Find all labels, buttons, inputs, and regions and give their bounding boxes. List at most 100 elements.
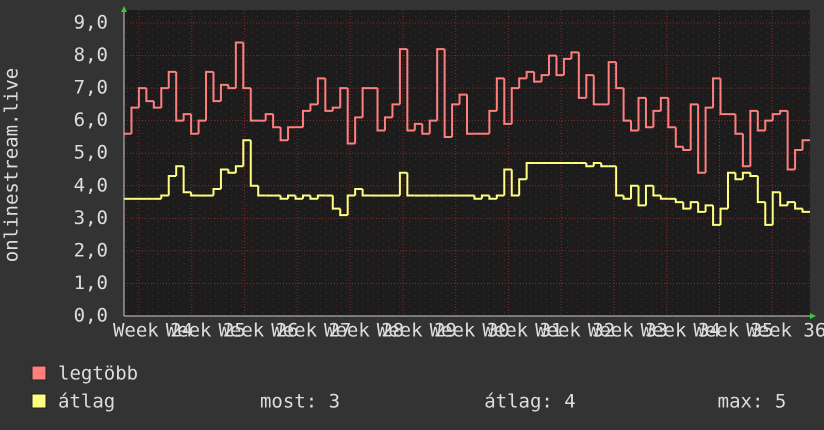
line-step bbox=[630, 120, 639, 132]
line-step bbox=[495, 194, 505, 199]
line-step bbox=[622, 195, 632, 200]
line-step bbox=[421, 123, 430, 135]
line-step bbox=[287, 126, 296, 141]
line-step bbox=[704, 204, 714, 212]
line-step bbox=[339, 208, 348, 217]
axis-arrow bbox=[121, 6, 127, 12]
line-step bbox=[406, 172, 415, 197]
line-step bbox=[354, 188, 363, 196]
line-step bbox=[764, 119, 773, 131]
y-tick-label: 7,0 bbox=[74, 77, 108, 99]
line-step bbox=[175, 71, 184, 122]
line-step bbox=[361, 189, 371, 197]
line-step bbox=[137, 87, 147, 108]
line-step bbox=[600, 163, 609, 168]
line-step bbox=[525, 162, 535, 180]
line-step bbox=[301, 109, 311, 128]
line-step bbox=[264, 113, 274, 121]
line-step bbox=[644, 97, 654, 129]
line-step bbox=[279, 195, 289, 200]
y-tick-label: 1,0 bbox=[74, 272, 108, 294]
x-tick-label: Week 31 bbox=[482, 320, 562, 342]
line-step bbox=[413, 122, 423, 131]
line-step bbox=[749, 109, 758, 167]
line-step bbox=[212, 71, 221, 103]
legend-label: legtöbb bbox=[58, 363, 138, 385]
line-step bbox=[674, 198, 684, 204]
line-step bbox=[443, 49, 453, 138]
line-step bbox=[659, 96, 669, 111]
line-step bbox=[219, 168, 229, 190]
y-tick-label: 0,0 bbox=[74, 305, 108, 327]
line-step bbox=[592, 162, 602, 167]
line-step bbox=[242, 42, 251, 90]
line-step bbox=[510, 169, 520, 197]
y-tick-label: 3,0 bbox=[74, 207, 108, 229]
line-step bbox=[346, 88, 356, 145]
line-step bbox=[756, 176, 766, 204]
line-step bbox=[779, 109, 788, 115]
stat-label: most: 3 bbox=[260, 391, 340, 413]
line-step bbox=[205, 70, 214, 121]
line-step bbox=[652, 109, 661, 128]
line-step bbox=[309, 103, 318, 111]
line-step bbox=[712, 205, 721, 226]
line-step bbox=[548, 54, 557, 76]
line-step bbox=[510, 87, 520, 124]
line-step bbox=[436, 48, 445, 121]
y-tick-label: 5,0 bbox=[74, 142, 108, 164]
line-step bbox=[719, 207, 728, 225]
line-step bbox=[376, 88, 385, 132]
line-step bbox=[630, 184, 639, 199]
line-step bbox=[764, 202, 773, 226]
x-tick-label: Week 34 bbox=[641, 320, 721, 342]
stat-label: max: 5 bbox=[718, 391, 787, 413]
y-tick-label: 6,0 bbox=[74, 109, 108, 131]
line-step bbox=[801, 139, 810, 150]
line-step bbox=[741, 133, 751, 168]
line-step bbox=[190, 192, 199, 197]
lines bbox=[124, 41, 810, 226]
line-step bbox=[152, 101, 162, 109]
line-step bbox=[279, 127, 289, 142]
line-step bbox=[525, 70, 535, 79]
line-step bbox=[458, 93, 467, 105]
line-step bbox=[175, 165, 184, 177]
line-step bbox=[182, 166, 192, 194]
line-step bbox=[249, 88, 259, 122]
line-step bbox=[398, 171, 408, 196]
x-tick-label: Week 28 bbox=[324, 320, 404, 342]
line-step bbox=[682, 146, 691, 151]
legend-swatch bbox=[31, 393, 47, 409]
x-tick-label: Week 36 bbox=[746, 320, 824, 342]
x-tick-label: Week 35 bbox=[693, 320, 773, 342]
y-tick-label: 4,0 bbox=[74, 174, 108, 196]
line-step bbox=[182, 113, 192, 121]
line-step bbox=[615, 166, 624, 197]
line-step bbox=[734, 114, 743, 135]
line-step bbox=[383, 116, 393, 131]
line-step bbox=[227, 84, 236, 90]
line-step bbox=[242, 139, 251, 167]
x-tick-label: Week 24 bbox=[113, 320, 193, 342]
line-step bbox=[301, 194, 311, 199]
line-step bbox=[309, 195, 318, 200]
line-step bbox=[391, 103, 400, 118]
line-step bbox=[257, 185, 266, 197]
y-axis-label: onlinestream.live bbox=[1, 68, 23, 262]
line-step bbox=[331, 195, 341, 210]
line-step bbox=[667, 97, 676, 129]
line-step bbox=[637, 96, 646, 131]
minor-grid bbox=[124, 10, 810, 316]
line-step bbox=[316, 77, 326, 105]
line-step bbox=[734, 172, 743, 181]
line-step bbox=[145, 88, 154, 103]
line-step bbox=[398, 48, 408, 105]
line-step bbox=[637, 185, 646, 207]
x-tick-label: Week 25 bbox=[166, 320, 246, 342]
line-step bbox=[712, 77, 721, 108]
line-step bbox=[562, 57, 572, 76]
line-step bbox=[234, 41, 244, 89]
line-step bbox=[697, 104, 706, 174]
x-tick-label: Week 32 bbox=[535, 320, 615, 342]
